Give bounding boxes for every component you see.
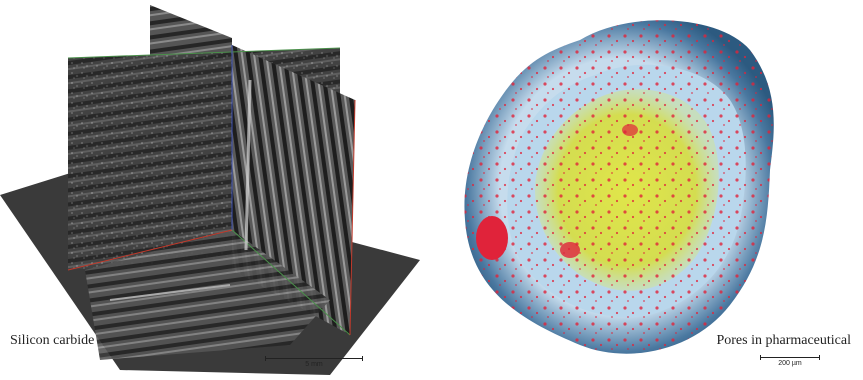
scale-label-left: 5 mm	[305, 361, 323, 368]
scale-bar-right: 200 µm	[760, 355, 820, 373]
pore-distribution	[464, 20, 774, 354]
silicon-carbide-render	[0, 5, 420, 375]
silicon-carbide-caption: Silicon carbide	[10, 333, 95, 348]
pharmaceutical-caption: Pores in pharmaceutical	[716, 333, 851, 348]
pharmaceutical-panel: Pores in pharmaceutical 200 µm	[430, 0, 863, 380]
silicon-carbide-panel: Silicon carbide 5 mm	[0, 0, 430, 380]
pharmaceutical-render	[464, 20, 774, 354]
pore-cluster	[476, 216, 508, 260]
scale-label-right: 200 µm	[778, 360, 802, 367]
scale-bar-left: 5 mm	[265, 356, 363, 374]
